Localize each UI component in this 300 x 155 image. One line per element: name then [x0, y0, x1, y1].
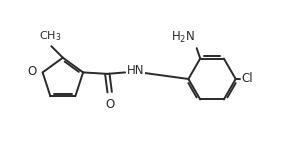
Text: O: O [105, 97, 114, 111]
Text: HN: HN [127, 64, 144, 78]
Text: O: O [27, 65, 36, 78]
Text: CH$_3$: CH$_3$ [39, 29, 61, 43]
Text: Cl: Cl [242, 73, 253, 85]
Text: H$_2$N: H$_2$N [171, 30, 195, 45]
